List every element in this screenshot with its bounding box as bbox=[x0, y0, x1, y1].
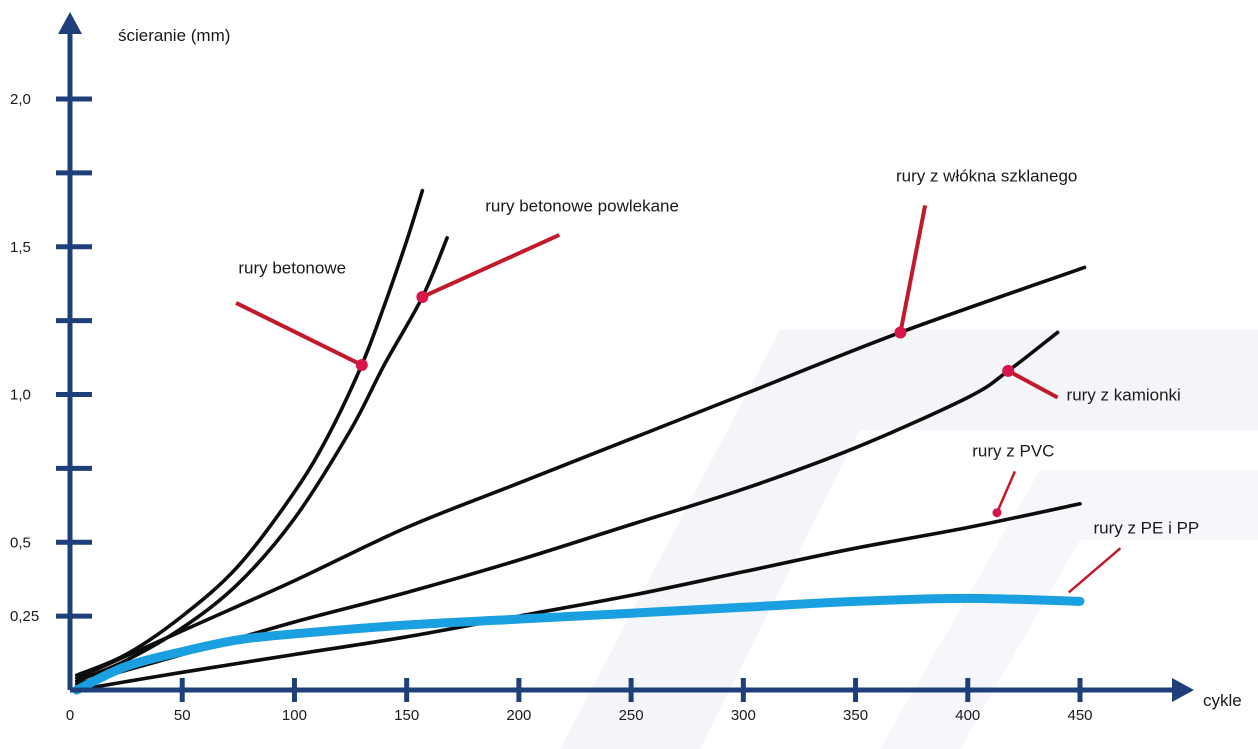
label-pointer-rury-betonowe-powlekane bbox=[421, 233, 561, 299]
y-tick-label: 0,25 bbox=[10, 608, 39, 625]
pointer-dot-rury-betonowe-powlekane bbox=[416, 290, 429, 303]
series-line-rury-z-pvc bbox=[74, 502, 1082, 692]
series-label-rury-betonowe: rury betonowe bbox=[238, 258, 346, 277]
series-line-rury-z-wlokna-szklanego bbox=[74, 265, 1087, 680]
background-watermark bbox=[560, 330, 1258, 749]
series-label-rury-betonowe-powlekane: rury betonowe powlekane bbox=[485, 196, 679, 215]
series-line-rury-betonowe bbox=[74, 188, 425, 677]
label-pointer-rury-z-kamionki bbox=[1007, 369, 1059, 400]
label-pointer-rury-z-pe-i-pp bbox=[1067, 547, 1122, 594]
series-label-rury-z-pvc: rury z PVC bbox=[972, 442, 1054, 461]
watermark-shape bbox=[880, 470, 1258, 749]
y-tick-label: 0,5 bbox=[10, 534, 31, 551]
series-label-rury-z-pe-i-pp: rury z PE i PP bbox=[1093, 518, 1199, 537]
series-label-rury-z-wlokna-szklanego: rury z włókna szklanego bbox=[896, 167, 1077, 186]
x-tick-label: 450 bbox=[1067, 707, 1092, 724]
pointer-dot-rury-z-kamionki bbox=[1002, 364, 1015, 377]
y-axis-title: ścieranie (mm) bbox=[118, 26, 230, 45]
label-pointer-rury-z-pvc bbox=[995, 470, 1017, 514]
x-axis-title: cykle bbox=[1203, 691, 1242, 710]
x-tick-label: 250 bbox=[619, 707, 644, 724]
label-pointer-rury-betonowe bbox=[235, 301, 363, 367]
x-tick-label: 100 bbox=[282, 707, 307, 724]
axes bbox=[56, 12, 1194, 702]
label-pointer-rury-z-wlokna-szklanego bbox=[898, 204, 928, 333]
pointer-dot-rury-z-pvc bbox=[992, 508, 1002, 518]
x-axis-arrow-icon bbox=[1172, 678, 1194, 702]
y-tick-label: 1,5 bbox=[10, 239, 31, 256]
x-tick-label: 50 bbox=[174, 707, 191, 724]
x-tick-label: 150 bbox=[394, 707, 419, 724]
pointer-dot-rury-z-wlokna-szklanego bbox=[894, 326, 907, 339]
y-tick-label: 1,0 bbox=[10, 387, 31, 404]
x-tick-label: 0 bbox=[66, 707, 74, 724]
series-layer bbox=[72, 188, 1087, 695]
y-tick-label: 2,0 bbox=[10, 91, 31, 108]
x-tick-label: 350 bbox=[843, 707, 868, 724]
label-pointer-layer bbox=[235, 204, 1122, 594]
watermark-shape bbox=[560, 330, 1258, 749]
series-label-rury-z-kamionki: rury z kamionki bbox=[1067, 385, 1181, 404]
series-line-rury-betonowe-powlekane bbox=[74, 236, 449, 683]
pointer-dot-rury-betonowe bbox=[355, 358, 368, 371]
x-tick-label: 400 bbox=[955, 707, 980, 724]
series-line-rury-z-pe-i-pp bbox=[72, 593, 1085, 695]
labels-layer: rury betonowe rury betonowe powlekane rury… bbox=[10, 26, 1242, 724]
x-tick-label: 200 bbox=[506, 707, 531, 724]
x-tick-label: 300 bbox=[731, 707, 756, 724]
y-axis-arrow-icon bbox=[58, 12, 82, 34]
